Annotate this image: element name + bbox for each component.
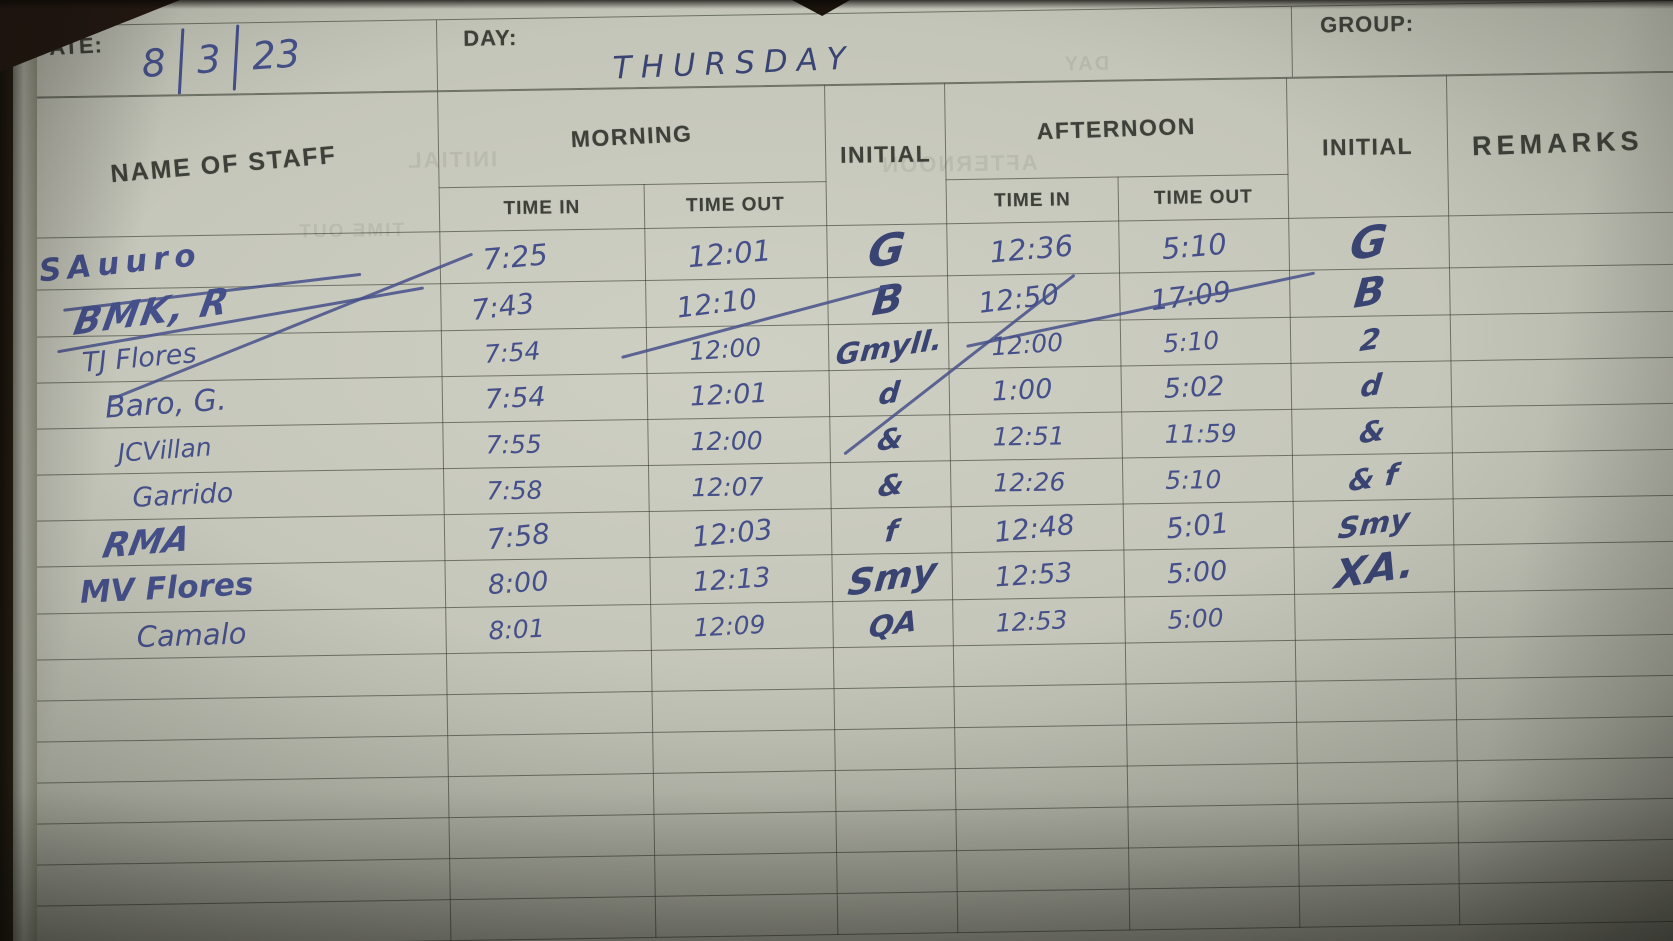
cell-morning-time-in: 8:00 [444,557,651,608]
cell-remarks [1449,263,1673,315]
cell-afternoon-time-out: 5:01 [1123,501,1294,551]
cell-morning-time-in: 7:58 [444,511,650,561]
cell-initial-am: d [829,368,950,417]
cell-morning-time-in: 7:55 [442,419,649,469]
cell-morning-time-out: 12:10 [645,277,829,328]
cell-initial-pm: G [1288,215,1450,271]
cell-staff-name: Camalo [15,607,447,661]
cell-initial-am: f [831,506,952,555]
cell-initial-pm: & [1291,406,1453,456]
subheader-afternoon-time-out: TIME OUT [1118,174,1289,222]
cell-initial-pm: d [1290,360,1452,410]
show-through-text: TIME OUT [297,219,405,243]
cell-morning-time-in: 7:54 [442,373,648,423]
photo-top-shadow [0,0,1673,9]
cell-initial-pm: & f [1292,452,1454,502]
cell-afternoon-time-in: 1:00 [949,366,1122,415]
cell-staff-name: Baro, G. [12,376,443,430]
cell-remarks [1448,211,1673,268]
cell-afternoon-time-in: 12:36 [946,221,1120,276]
cell-afternoon-time-out: 11:59 [1121,409,1293,459]
cell-afternoon-time-out: 5:02 [1120,363,1292,413]
cell-initial-am: & [829,414,951,463]
date-slash [233,24,240,91]
cell-afternoon-time-in: 12:48 [951,504,1124,553]
subheader-afternoon-time-in: TIME IN [946,177,1119,224]
cell-afternoon-time-out: 5:00 [1123,547,1295,597]
subheader-morning-time-in: TIME IN [439,184,645,232]
page-stack-edge [13,0,37,941]
cell-morning-time-out: 12:01 [647,370,830,420]
cell-initial-am: G [826,223,948,279]
column-header-morning: MORNING [437,85,827,188]
group-section: GROUP: [1290,0,1673,77]
cell-initial-am: B [827,275,949,325]
logbook-page: DATE: 8 3 23 DAY: THURSDAY GROUP: NAME OF [6,0,1673,941]
cell-afternoon-time-in: 12:26 [950,458,1124,507]
cell-afternoon-time-out: 5:10 [1122,455,1294,505]
cell-initial-am: & [830,460,952,509]
cell-initial-pm: XA. [1293,541,1455,598]
date-month: 8 [140,40,168,86]
day-section: DAY: THURSDAY [435,6,1292,91]
cell-remarks [1450,356,1673,407]
cell-remarks [1450,310,1673,361]
date-year: 23 [250,31,302,79]
cell-staff-name: JCVillan [12,422,444,476]
cell-morning-time-out: 12:13 [649,554,833,605]
cell-afternoon-time-in: 12:53 [951,550,1125,600]
cell-initial-am: QA [832,599,954,648]
cell-initial-am: Smy [831,550,953,604]
attendance-table: NAME OF STAFF MORNING INITIAL AFTERNOON … [7,71,1673,941]
cell-morning-time-out: 12:07 [648,462,832,512]
cell-afternoon-time-in: 12:51 [949,412,1123,461]
date-day: 3 [195,36,223,83]
subheader-morning-time-out: TIME OUT [644,181,827,229]
cell-afternoon-time-out: 5:00 [1124,594,1296,643]
cell-initial-am: Gmyll. [828,322,950,372]
cell-remarks [1453,494,1673,545]
cell-morning-time-out: 12:00 [646,324,830,374]
date-slash [178,28,185,95]
cell-morning-time-in: 7:43 [440,280,647,331]
day-value: THURSDAY [612,40,856,87]
cell-morning-time-out: 12:01 [644,225,828,281]
cell-remarks [1454,587,1673,638]
cell-afternoon-time-in: 12:53 [952,596,1126,646]
cell-remarks [1451,402,1673,453]
cell-morning-time-out: 12:09 [650,601,834,651]
group-label: GROUP: [1319,10,1415,38]
cell-afternoon-time-out: 5:10 [1118,218,1290,274]
book-binding-edge [0,0,13,941]
column-header-remarks: REMARKS [1446,71,1673,216]
cell-morning-time-out: 12:00 [647,416,831,466]
day-label: DAY: [463,24,518,51]
cell-initial-pm: Smy [1293,498,1454,548]
cell-remarks [1452,448,1673,499]
cell-afternoon-time-out: 5:10 [1120,317,1291,367]
cell-morning-time-out: 12:03 [649,508,832,558]
cell-remarks [1453,540,1673,592]
cell-afternoon-time-in: 12:50 [947,273,1121,323]
cell-morning-time-in: 8:01 [445,604,652,654]
column-header-initial-pm: INITIAL [1286,75,1449,219]
cell-staff-name: Garrido [13,468,445,522]
show-through-text: INITIAL [405,146,498,173]
cell-staff-name: MV Flores [15,560,446,615]
cell-morning-time-in: 7:54 [441,327,648,377]
show-through-text: AFTERNOON [880,149,1038,178]
cell-staff-name: RMA [14,514,445,568]
show-through-text: DAY [1062,52,1110,76]
column-header-name: NAME OF STAFF [7,91,440,239]
cell-initial-pm: 2 [1290,314,1451,364]
cell-initial-pm: B [1289,267,1451,318]
cell-staff-name: TJ Flores [11,330,443,384]
date-value: 8 3 23 [139,20,302,97]
cell-morning-time-in: 7:58 [443,465,650,515]
cell-initial-pm [1294,591,1456,641]
